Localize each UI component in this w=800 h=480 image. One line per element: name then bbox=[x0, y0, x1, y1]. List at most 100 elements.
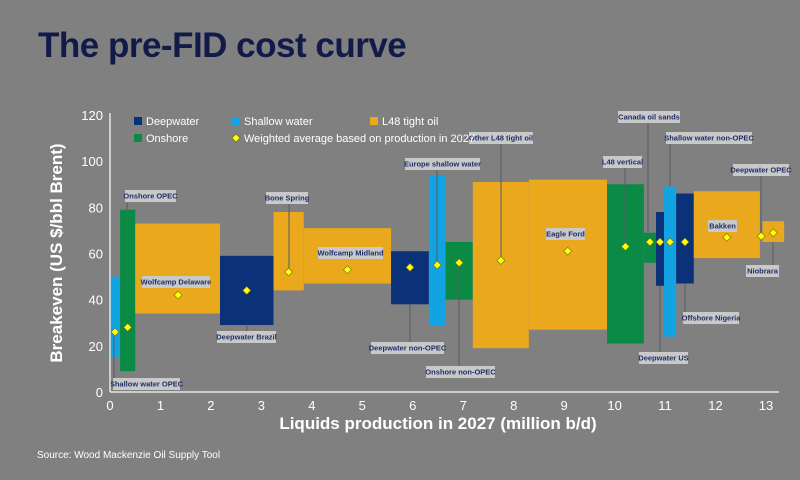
legend-label: L48 tight oil bbox=[382, 116, 438, 128]
weighted-average-marker bbox=[680, 237, 690, 247]
segment-label: Europe shallow water bbox=[404, 160, 481, 169]
segment-label-box bbox=[113, 378, 180, 390]
weighted-average-marker bbox=[756, 231, 766, 241]
x-tick-label: 2 bbox=[207, 398, 214, 413]
weighted-average-marker bbox=[496, 256, 506, 265]
x-tick-label: 0 bbox=[106, 398, 113, 413]
weighted-average-marker bbox=[454, 258, 464, 268]
segment-label-box bbox=[217, 331, 276, 343]
segment-label-box bbox=[639, 352, 688, 364]
weighted-average-marker bbox=[342, 265, 352, 275]
weighted-average-marker bbox=[655, 237, 665, 247]
segment-bar bbox=[643, 232, 656, 263]
legend-swatch bbox=[134, 117, 142, 125]
segment-label: Eagle Ford bbox=[546, 230, 585, 239]
weighted-average-marker bbox=[665, 237, 675, 247]
x-tick-label: 3 bbox=[258, 398, 265, 413]
segment-label-box bbox=[318, 247, 383, 259]
source-note: Source: Wood Mackenzie Oil Supply Tool bbox=[37, 450, 221, 461]
legend-label: Weighted average based on production in … bbox=[244, 133, 475, 145]
y-tick-label: 40 bbox=[89, 293, 103, 308]
legend-label: Shallow water bbox=[244, 116, 313, 128]
x-tick-label: 11 bbox=[658, 398, 672, 413]
y-tick-label: 120 bbox=[81, 108, 103, 123]
segment-label: Deepwater US bbox=[638, 354, 688, 363]
segment-label-box bbox=[683, 312, 739, 324]
segment-label: Other L48 tight oil bbox=[469, 134, 533, 143]
segment-label-box bbox=[142, 276, 210, 288]
x-tick-label: 4 bbox=[308, 398, 315, 413]
x-tick-label: 5 bbox=[359, 398, 366, 413]
segment-bar bbox=[135, 223, 221, 314]
legend-swatch bbox=[370, 117, 378, 125]
segment-bar bbox=[655, 211, 665, 286]
segment-label-box bbox=[603, 156, 642, 168]
segment-bar bbox=[120, 209, 136, 372]
legend-label: Deepwater bbox=[146, 116, 200, 128]
x-tick-label: 7 bbox=[460, 398, 467, 413]
y-axis-label: Breakeven (US $/bbl Brent) bbox=[47, 143, 66, 362]
weighted-average-marker bbox=[621, 242, 630, 252]
legend-diamond-icon bbox=[231, 133, 241, 143]
segment-label-box bbox=[371, 342, 444, 354]
segment-label: Deepwater non-OPEC bbox=[369, 344, 447, 353]
weighted-average-marker bbox=[432, 260, 442, 270]
segment-label: Bone Spring bbox=[265, 194, 310, 203]
segment-label-box bbox=[266, 192, 308, 204]
segment-label: Shallow water OPEC bbox=[110, 380, 184, 389]
y-tick-label: 0 bbox=[96, 385, 103, 400]
segment-label: Deepwater Brazil bbox=[216, 333, 276, 342]
segment-label-box bbox=[469, 132, 533, 144]
segment-label-box bbox=[125, 190, 176, 202]
weighted-average-marker bbox=[123, 322, 133, 332]
x-tick-label: 6 bbox=[409, 398, 416, 413]
x-tick-label: 9 bbox=[561, 398, 568, 413]
x-tick-label: 12 bbox=[708, 398, 722, 413]
y-tick-label: 100 bbox=[81, 154, 103, 169]
segment-label: Offshore Nigeria bbox=[682, 314, 742, 323]
segment-label: Niobrara bbox=[747, 267, 779, 276]
segment-label-box bbox=[618, 111, 680, 123]
x-tick-label: 1 bbox=[157, 398, 164, 413]
y-tick-label: 80 bbox=[89, 200, 103, 215]
legend-label: Onshore bbox=[146, 133, 188, 145]
weighted-average-marker bbox=[563, 246, 573, 256]
segment-bar bbox=[391, 251, 429, 305]
weighted-average-marker bbox=[284, 267, 294, 277]
weighted-average-marker bbox=[110, 327, 120, 337]
segment-label-box bbox=[405, 158, 480, 170]
weighted-average-marker bbox=[645, 237, 655, 247]
segment-label-box bbox=[426, 366, 495, 378]
segment-bar bbox=[664, 186, 677, 337]
chart-title: The pre-FID cost curve bbox=[38, 26, 407, 65]
weighted-average-marker bbox=[242, 286, 252, 295]
x-tick-label: 10 bbox=[607, 398, 621, 413]
segment-label-box bbox=[666, 132, 752, 144]
segment-label: Canada oil sands bbox=[618, 113, 680, 122]
segment-label-box bbox=[746, 265, 779, 277]
segment-label: Onshore OPEC bbox=[123, 192, 178, 201]
segment-label: Deepwater OPEC bbox=[730, 166, 792, 175]
segment-label: Wolfcamp Midland bbox=[317, 249, 384, 258]
segment-label: Onshore non-OPEC bbox=[425, 368, 496, 377]
weighted-average-marker bbox=[722, 232, 732, 242]
segment-label: Bakken bbox=[709, 222, 736, 231]
segment-label: Wolfcamp Delaware bbox=[141, 278, 212, 287]
x-axis-label: Liquids production in 2027 (million b/d) bbox=[279, 414, 596, 433]
segment-label: Shallow water non-OPEC bbox=[664, 134, 754, 143]
weighted-average-marker bbox=[768, 228, 778, 238]
legend-swatch bbox=[134, 134, 142, 142]
weighted-average-marker bbox=[405, 262, 415, 272]
segment-label: L48 vertical bbox=[602, 158, 643, 167]
weighted-average-marker bbox=[173, 290, 183, 300]
y-tick-label: 60 bbox=[89, 247, 103, 262]
segment-label-box bbox=[546, 228, 585, 240]
segment-bar bbox=[110, 276, 121, 358]
legend-swatch bbox=[232, 117, 240, 125]
y-tick-label: 20 bbox=[89, 339, 103, 354]
x-tick-label: 13 bbox=[759, 398, 773, 413]
x-tick-label: 8 bbox=[510, 398, 517, 413]
segment-label-box bbox=[708, 220, 737, 232]
segment-label-box bbox=[733, 164, 789, 176]
